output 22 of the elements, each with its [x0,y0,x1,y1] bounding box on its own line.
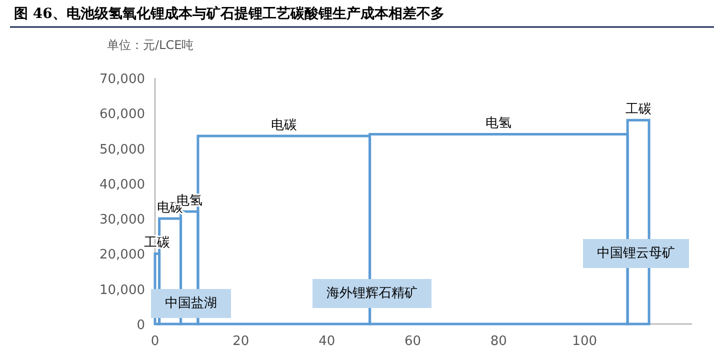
y-tick-label: 60,000 [100,107,145,122]
y-tick-label: 20,000 [100,248,145,263]
annotation: 电碳 [270,118,297,133]
y-tick-label: 0 [136,318,145,333]
y-tick-label: 30,000 [100,212,145,228]
annotation: 中国盐湖 [165,296,217,311]
chart-title: 图 46、电池级氢氧化锂成本与矿石提锂工艺碳酸锂生产成本相差不多 [14,5,444,22]
annotation: 海外锂辉石精矿 [326,286,418,301]
annotation: 工碳 [625,102,652,118]
x-tick-label: 0 [150,334,160,349]
annotation: 中国锂云母矿 [597,246,675,261]
y-tick-label: 70,000 [100,72,145,87]
x-tick-label: 100 [572,334,598,349]
x-tick-label: 40 [318,334,336,349]
y-tick-label: 10,000 [100,282,145,298]
y-tick-label: 50,000 [100,142,145,158]
y-tick-label: 40,000 [100,177,145,192]
x-tick-label: 80 [490,334,507,349]
annotation: 电氢 [486,116,512,132]
x-tick-label: 60 [404,334,422,349]
x-tick-label: 20 [232,334,250,349]
y-axis-title: 单位：元/LCE吨 [107,38,194,52]
